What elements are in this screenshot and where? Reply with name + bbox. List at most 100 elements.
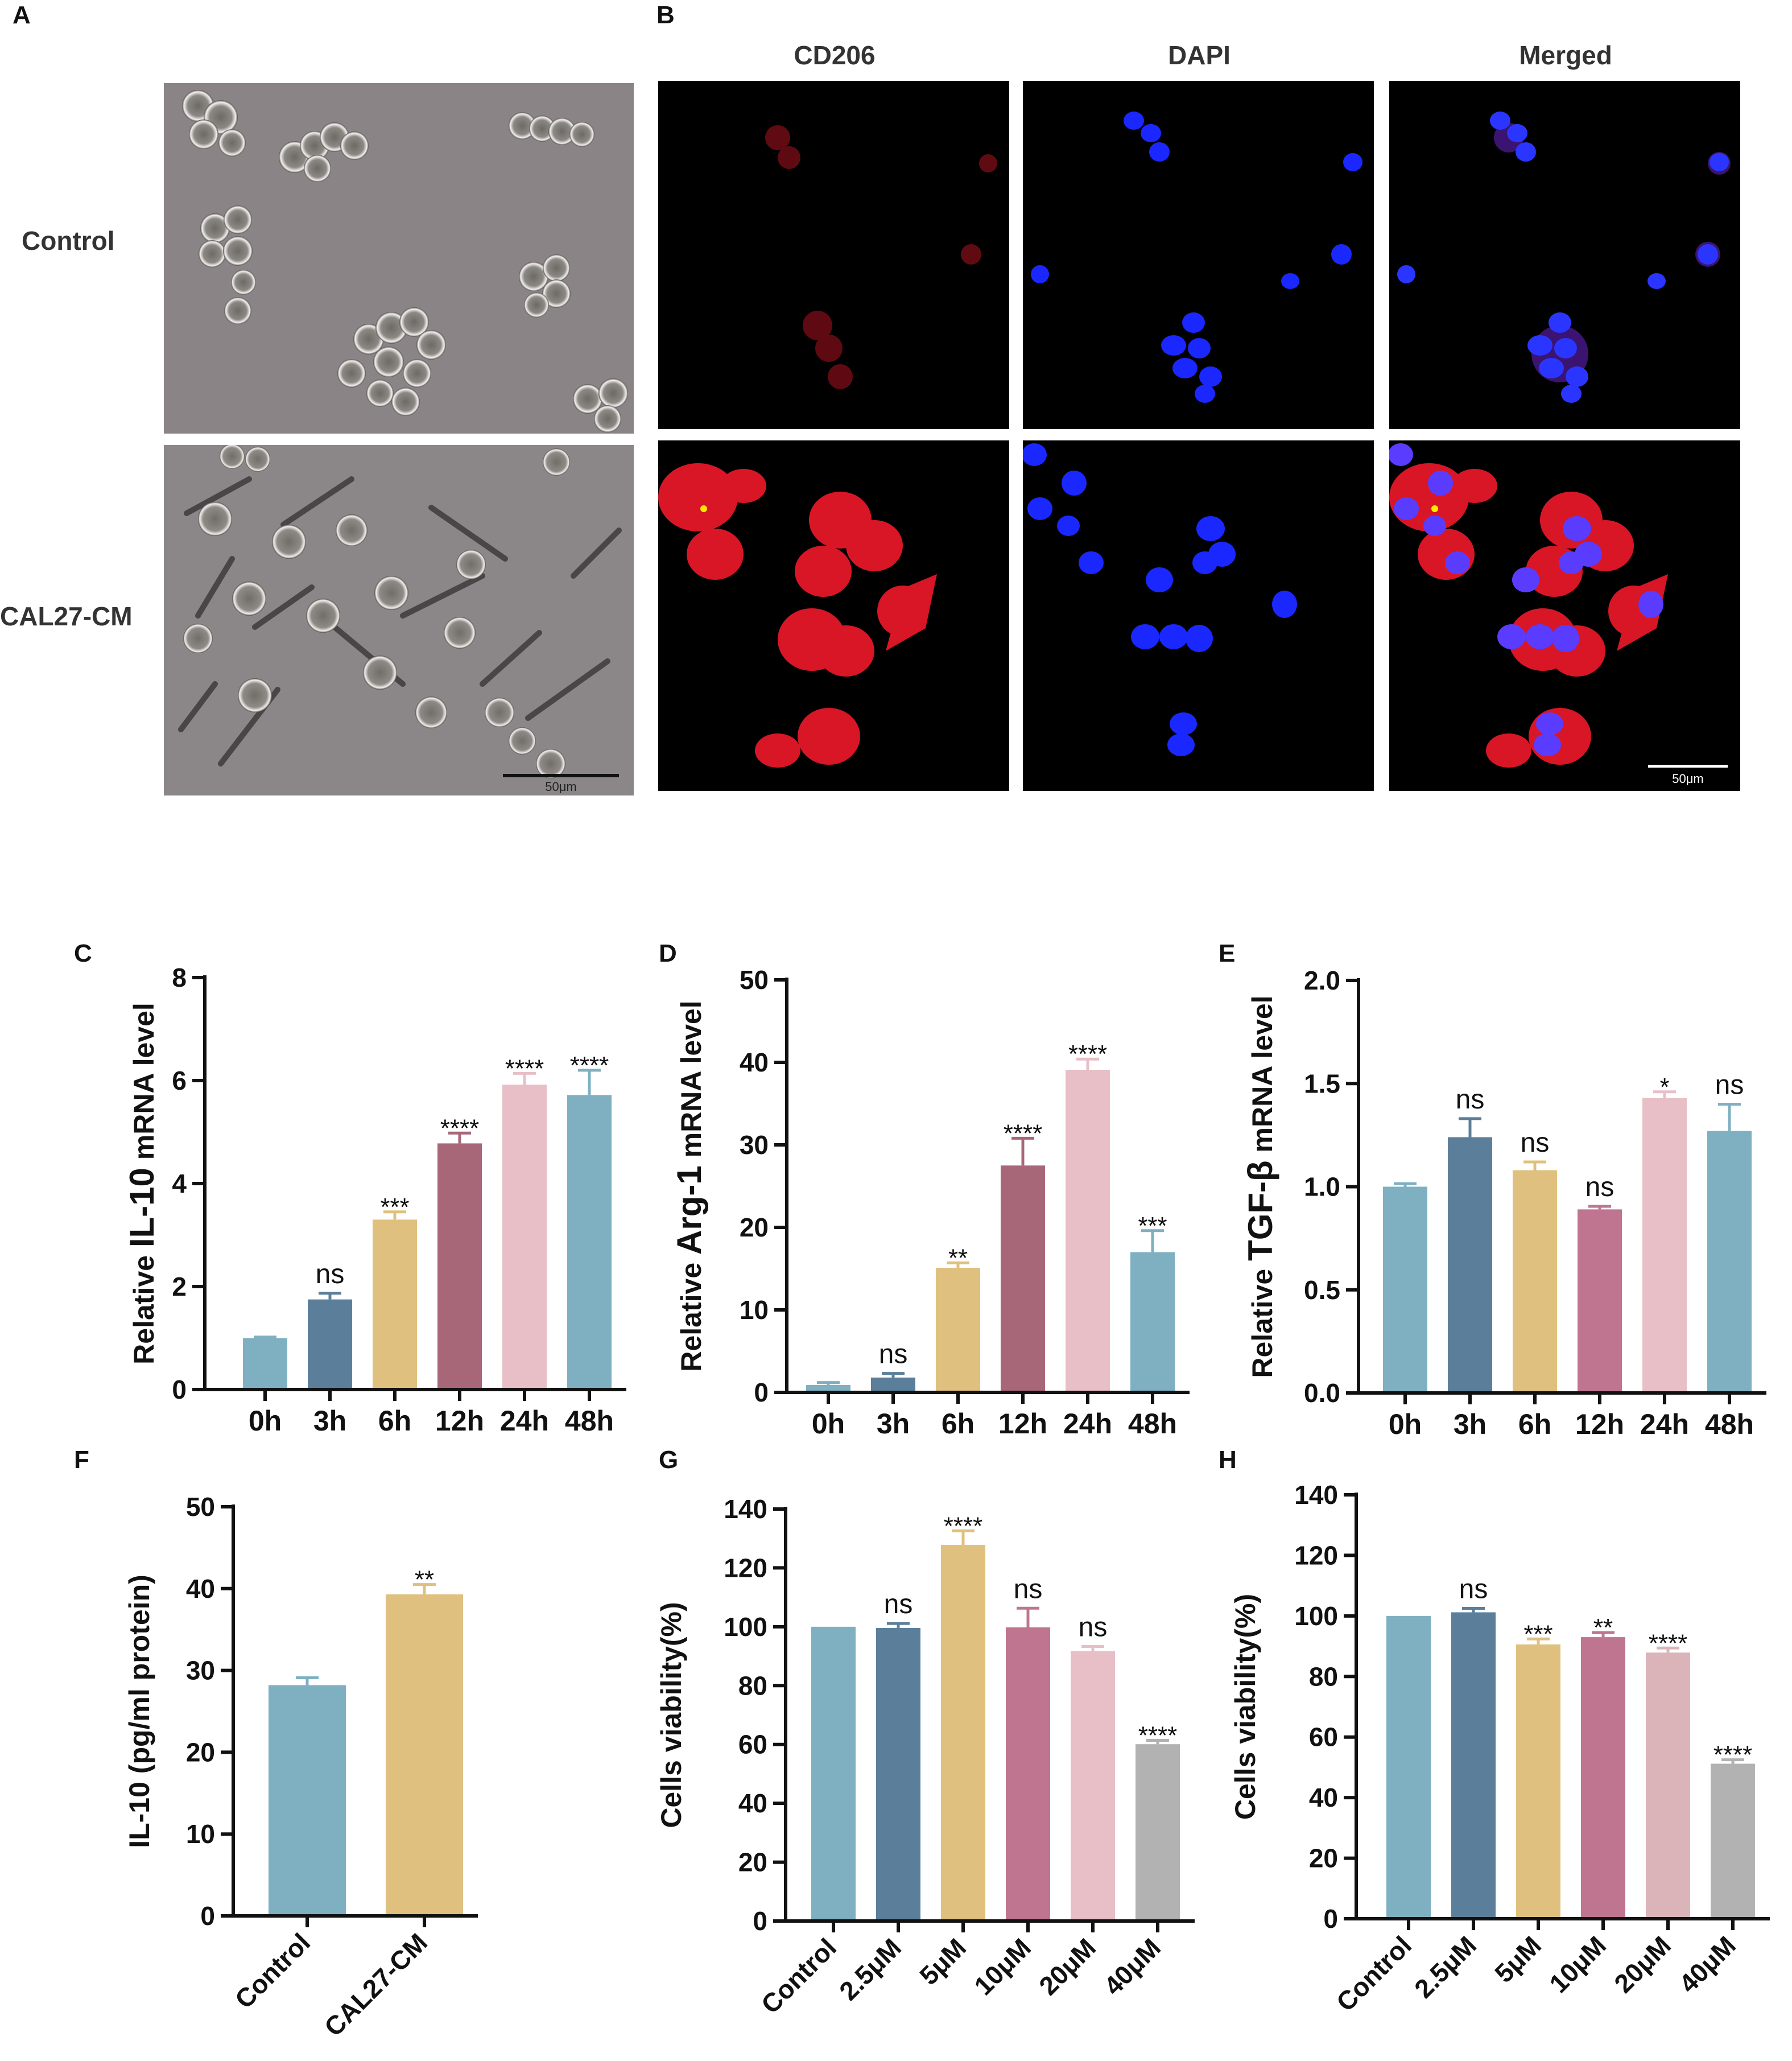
- significance-label: ****: [440, 1114, 480, 1142]
- bar: [567, 1095, 612, 1390]
- x-tick-label: 3h: [1454, 1408, 1487, 1440]
- y-tick-label: 20: [1309, 1844, 1338, 1873]
- x-tick-label: 3h: [877, 1408, 910, 1440]
- x-tick-label: 0h: [1389, 1408, 1422, 1440]
- y-tick-label: 120: [1294, 1540, 1338, 1570]
- bar: [1711, 1763, 1755, 1919]
- bar: [1642, 1098, 1687, 1393]
- y-tick-label: 40: [740, 1048, 769, 1077]
- fluorescence-dapi-cal27-cm: [1023, 440, 1374, 791]
- bar: [1001, 1165, 1045, 1392]
- y-tick-label: 0.0: [1304, 1378, 1340, 1408]
- scale-bar-label-b: 50μm: [1672, 772, 1703, 786]
- bar: [502, 1085, 547, 1390]
- bar: [243, 1338, 287, 1390]
- x-tick-label: 10μM: [1543, 1930, 1612, 1998]
- significance-label: **: [1593, 1614, 1613, 1642]
- chart-g: Gns **** ns ns **** 0 20 40 60 80 100 120 140 Control…: [655, 1446, 1195, 2019]
- x-tick-label: 24h: [1063, 1408, 1112, 1440]
- significance-label: ***: [1138, 1212, 1167, 1240]
- bar: [386, 1594, 463, 1916]
- y-tick-label: 20: [738, 1848, 767, 1877]
- x-tick-label: 24h: [500, 1405, 549, 1437]
- y-tick-label: 50: [186, 1492, 215, 1522]
- bar: [1516, 1644, 1560, 1919]
- bar: [936, 1268, 980, 1392]
- bar: [1066, 1070, 1110, 1392]
- fluorescence-cd206-control: [658, 81, 1009, 429]
- y-axis-label: Relative TGF-β mRNA level: [1241, 995, 1279, 1378]
- x-tick-label: 2.5μM: [833, 1932, 907, 2006]
- panel-letter-g: G: [659, 1446, 678, 1474]
- x-tick-label: CAL27-CM: [319, 1927, 433, 2042]
- x-tick-label: 10μM: [968, 1932, 1037, 2001]
- y-axis-label: IL-10 (pg/ml protein): [123, 1574, 155, 1848]
- significance-label: ****: [1713, 1741, 1753, 1769]
- x-tick-label: 40μM: [1673, 1930, 1741, 1998]
- y-tick-label: 2: [172, 1272, 187, 1301]
- bar: [1130, 1252, 1175, 1392]
- y-tick-label: 0: [172, 1375, 187, 1404]
- significance-label: ****: [944, 1512, 983, 1540]
- significance-label: ns: [1521, 1128, 1550, 1158]
- y-tick-label: 50: [740, 965, 769, 995]
- y-tick-label: 6: [172, 1066, 187, 1095]
- panel-letter-b: B: [656, 1, 675, 29]
- significance-label: ***: [1523, 1620, 1552, 1648]
- bar: [1581, 1637, 1625, 1919]
- significance-label: ****: [570, 1052, 609, 1079]
- x-tick-label: Control: [1331, 1930, 1417, 2017]
- bar: [1646, 1652, 1690, 1919]
- x-tick-label: 0h: [249, 1405, 282, 1437]
- y-tick-label: 1.5: [1304, 1069, 1340, 1098]
- y-tick-label: 0: [753, 1906, 767, 1936]
- y-tick-label: 1.0: [1304, 1172, 1340, 1202]
- y-tick-label: 100: [1294, 1601, 1338, 1631]
- bar: [871, 1377, 915, 1392]
- column-label-merged: Merged: [1519, 40, 1612, 70]
- x-tick-label: 6h: [378, 1405, 411, 1437]
- y-tick-label: 60: [1309, 1722, 1338, 1752]
- significance-label: ns: [1715, 1070, 1744, 1100]
- significance-label: ****: [1138, 1721, 1178, 1749]
- x-tick-label: 2.5μM: [1409, 1930, 1482, 2004]
- row-label-cal27-cm: CAL27-CM: [0, 601, 133, 631]
- scale-bar-label-a: 50μm: [545, 780, 576, 794]
- bar: [269, 1685, 346, 1916]
- y-tick-label: 2.0: [1304, 966, 1340, 995]
- chart-h: Hns*** **********020406080100120140Contro…: [1219, 1446, 1770, 2017]
- column-label-dapi: DAPI: [1168, 40, 1231, 70]
- x-tick-label: 3h: [313, 1405, 346, 1437]
- fluorescence-dapi-control: [1023, 81, 1374, 429]
- x-tick-label: 12h: [435, 1405, 484, 1437]
- y-tick-label: 80: [1309, 1662, 1338, 1691]
- panel-letter-f: F: [74, 1446, 89, 1474]
- y-tick-label: 140: [1294, 1480, 1338, 1510]
- x-tick-label: 12h: [998, 1408, 1047, 1440]
- y-tick-label: 20: [740, 1213, 769, 1242]
- x-tick-label: 6h: [942, 1408, 975, 1440]
- y-tick-label: 4: [172, 1169, 187, 1198]
- bar: [1451, 1612, 1496, 1919]
- y-tick-label: 20: [186, 1737, 215, 1767]
- y-tick-label: 100: [724, 1612, 767, 1642]
- significance-label: ns: [316, 1259, 345, 1289]
- significance-label: **: [948, 1244, 968, 1272]
- significance-label: ***: [380, 1193, 409, 1221]
- panel-letter-d: D: [659, 939, 677, 967]
- y-tick-label: 0: [1323, 1904, 1338, 1934]
- significance-label: ns: [1585, 1172, 1615, 1202]
- significance-label: ****: [1068, 1040, 1108, 1068]
- bar: [876, 1627, 920, 1921]
- row-label-control: Control: [22, 226, 115, 255]
- significance-label: **: [415, 1566, 434, 1594]
- bar: [1071, 1651, 1115, 1921]
- y-tick-label: 30: [186, 1656, 215, 1685]
- significance-label: ns: [1459, 1574, 1488, 1605]
- y-tick-label: 40: [738, 1788, 767, 1818]
- x-tick-label: 0h: [812, 1408, 845, 1440]
- y-tick-label: 8: [172, 963, 187, 992]
